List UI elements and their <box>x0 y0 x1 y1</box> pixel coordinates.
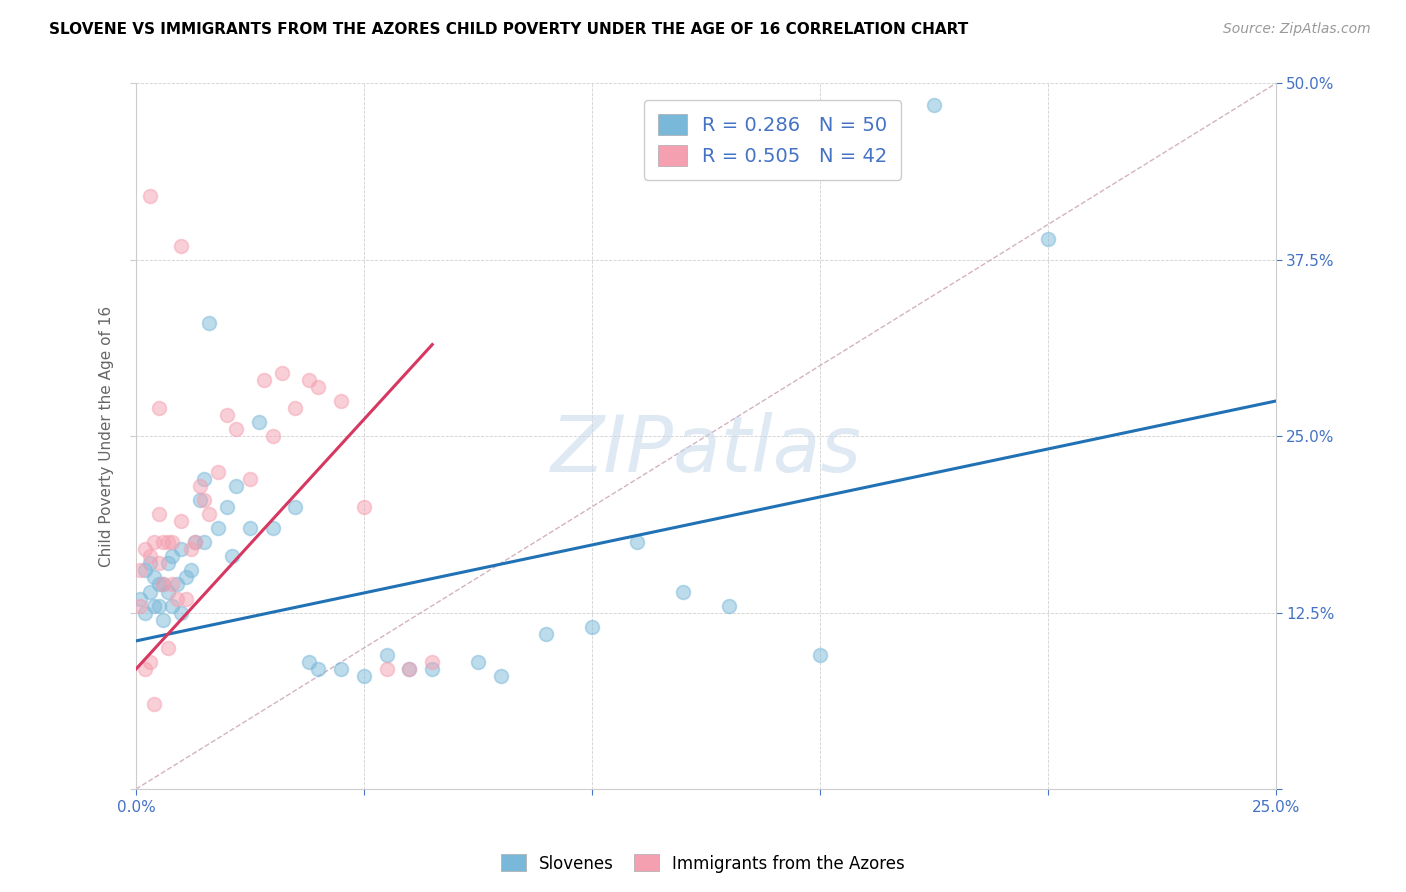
Point <box>170 239 193 253</box>
Point <box>239 521 262 535</box>
Point <box>489 669 512 683</box>
Point <box>717 599 740 613</box>
Point <box>284 401 307 415</box>
Point <box>353 669 375 683</box>
Point <box>129 591 152 606</box>
Point <box>262 521 284 535</box>
Point <box>152 613 174 627</box>
Point <box>307 662 329 676</box>
Point <box>180 542 202 557</box>
Point <box>138 655 160 669</box>
Point <box>420 655 443 669</box>
Point <box>162 549 184 564</box>
Point <box>193 535 215 549</box>
Point <box>148 577 170 591</box>
Point <box>298 373 321 387</box>
Point <box>1036 232 1059 246</box>
Point <box>375 648 398 662</box>
Point <box>330 662 353 676</box>
Point <box>170 606 193 620</box>
Point <box>143 570 166 584</box>
Point <box>239 472 262 486</box>
Point <box>148 599 170 613</box>
Point <box>156 584 179 599</box>
Point <box>536 627 558 641</box>
Point <box>198 507 221 521</box>
Point <box>156 557 179 571</box>
Point <box>166 577 188 591</box>
Point <box>207 465 229 479</box>
Point <box>184 535 207 549</box>
Point <box>193 492 215 507</box>
Point <box>330 394 353 409</box>
Point <box>170 542 193 557</box>
Point <box>188 492 211 507</box>
Point <box>174 591 197 606</box>
Point <box>198 317 221 331</box>
Point <box>375 662 398 676</box>
Point <box>148 401 170 415</box>
Point <box>143 599 166 613</box>
Point <box>162 577 184 591</box>
Legend: R = 0.286   N = 50, R = 0.505   N = 42: R = 0.286 N = 50, R = 0.505 N = 42 <box>644 100 901 179</box>
Point <box>180 563 202 577</box>
Text: Source: ZipAtlas.com: Source: ZipAtlas.com <box>1223 22 1371 37</box>
Point <box>170 514 193 528</box>
Point <box>221 549 243 564</box>
Point <box>298 655 321 669</box>
Point <box>808 648 831 662</box>
Point <box>134 662 156 676</box>
Point <box>672 584 695 599</box>
Point <box>581 620 603 634</box>
Point <box>129 563 152 577</box>
Point <box>252 373 274 387</box>
Point <box>188 478 211 492</box>
Point <box>134 563 156 577</box>
Point <box>152 577 174 591</box>
Point <box>138 584 160 599</box>
Point <box>225 422 247 436</box>
Point <box>174 570 197 584</box>
Point <box>138 557 160 571</box>
Point <box>143 535 166 549</box>
Point <box>217 408 239 422</box>
Point <box>262 429 284 443</box>
Point <box>467 655 489 669</box>
Point <box>922 97 945 112</box>
Point <box>143 698 166 712</box>
Point <box>420 662 443 676</box>
Point <box>398 662 420 676</box>
Point <box>166 591 188 606</box>
Point <box>148 557 170 571</box>
Point <box>152 535 174 549</box>
Point <box>162 535 184 549</box>
Point <box>184 535 207 549</box>
Point <box>156 535 179 549</box>
Point <box>626 535 648 549</box>
Point <box>207 521 229 535</box>
Point <box>307 380 329 394</box>
Point <box>193 472 215 486</box>
Point <box>217 500 239 514</box>
Point <box>134 606 156 620</box>
Y-axis label: Child Poverty Under the Age of 16: Child Poverty Under the Age of 16 <box>100 306 114 566</box>
Point <box>398 662 420 676</box>
Point <box>284 500 307 514</box>
Legend: Slovenes, Immigrants from the Azores: Slovenes, Immigrants from the Azores <box>494 847 912 880</box>
Point <box>152 577 174 591</box>
Text: ZIPatlas: ZIPatlas <box>550 412 862 489</box>
Point <box>247 415 270 429</box>
Point <box>162 599 184 613</box>
Point <box>138 189 160 203</box>
Point <box>270 366 292 380</box>
Text: SLOVENE VS IMMIGRANTS FROM THE AZORES CHILD POVERTY UNDER THE AGE OF 16 CORRELAT: SLOVENE VS IMMIGRANTS FROM THE AZORES CH… <box>49 22 969 37</box>
Point <box>138 549 160 564</box>
Point <box>353 500 375 514</box>
Point <box>129 599 152 613</box>
Point <box>134 542 156 557</box>
Point <box>156 640 179 655</box>
Point <box>148 507 170 521</box>
Point <box>225 478 247 492</box>
